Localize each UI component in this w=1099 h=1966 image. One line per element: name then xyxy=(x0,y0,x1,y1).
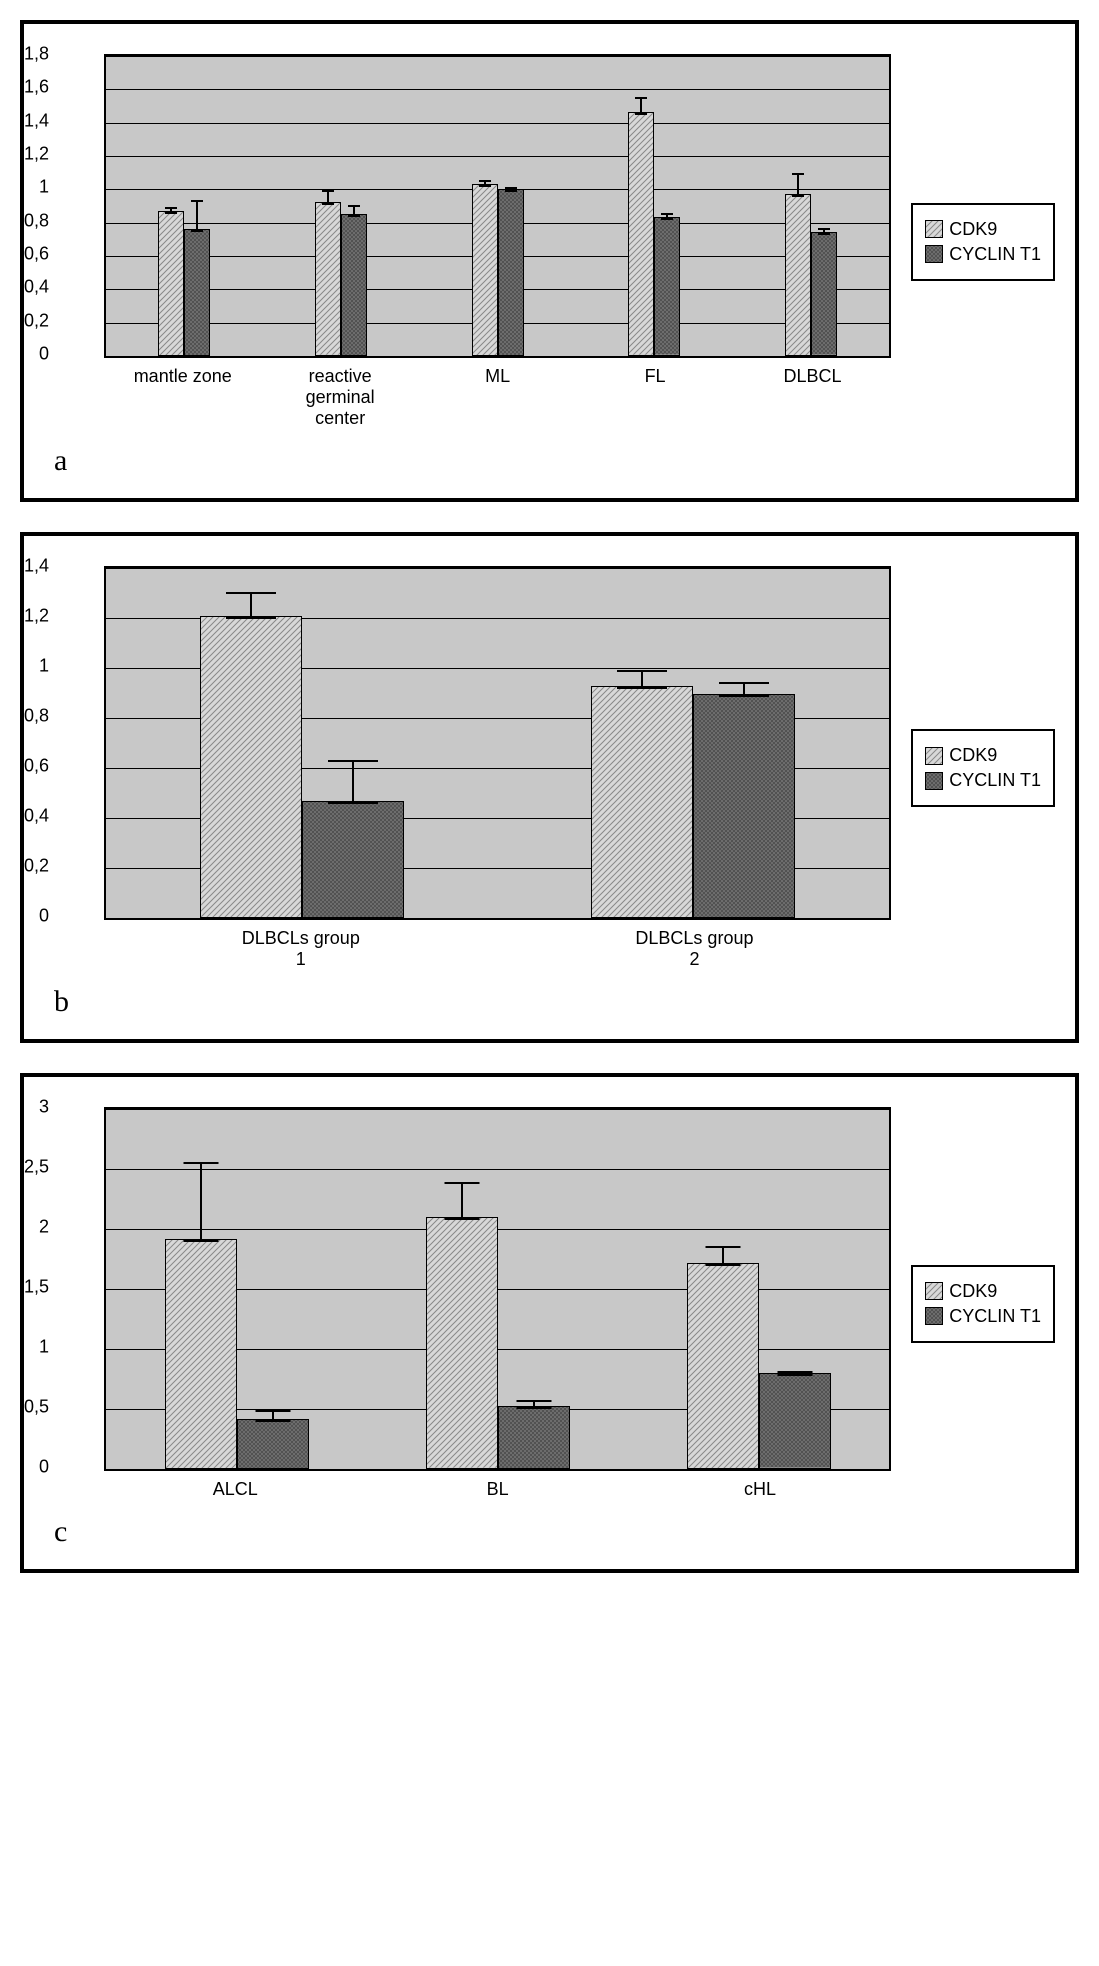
bar-CDK9 xyxy=(687,1263,759,1469)
bar-CYCLIN T1 xyxy=(498,189,524,356)
bar-group xyxy=(785,56,837,356)
legend-item: CDK9 xyxy=(925,1281,1041,1302)
panel-label: c xyxy=(54,1515,1055,1549)
chart-panel-a: 00,20,40,60,811,21,41,61,8mantle zonerea… xyxy=(20,20,1079,502)
legend-label: CYCLIN T1 xyxy=(949,770,1041,791)
legend-item: CDK9 xyxy=(925,745,1041,766)
bar-group xyxy=(158,56,210,356)
x-category-label: reactive germinal center xyxy=(280,366,400,429)
bar-CDK9 xyxy=(200,616,302,918)
y-tick-label: 0 xyxy=(4,1457,49,1478)
bar-group xyxy=(687,1109,831,1469)
plot-area xyxy=(104,54,891,358)
y-tick-label: 0,5 xyxy=(4,1397,49,1418)
chart-panel-c: 00,511,522,53ALCLBLcHLCDK9CYCLIN T1c xyxy=(20,1073,1079,1573)
y-tick-label: 0,4 xyxy=(4,806,49,827)
y-tick-label: 1,4 xyxy=(4,110,49,131)
y-tick-label: 1,2 xyxy=(4,144,49,165)
bar-group xyxy=(315,56,367,356)
bar-CYCLIN T1 xyxy=(693,694,795,919)
legend-label: CYCLIN T1 xyxy=(949,1306,1041,1327)
y-tick-label: 0 xyxy=(4,906,49,927)
chart-legend: CDK9 CYCLIN T1 xyxy=(911,729,1055,807)
bar-CYCLIN T1 xyxy=(237,1419,309,1469)
legend-label: CDK9 xyxy=(949,745,997,766)
y-tick-label: 0,2 xyxy=(4,310,49,331)
x-category-label: mantle zone xyxy=(123,366,243,429)
y-tick-label: 2 xyxy=(4,1217,49,1238)
bar-group xyxy=(472,56,524,356)
bar-CDK9 xyxy=(165,1239,237,1469)
x-category-label: DLBCL xyxy=(753,366,873,429)
bar-CYCLIN T1 xyxy=(654,217,680,356)
y-tick-label: 2,5 xyxy=(4,1157,49,1178)
y-tick-label: 1,2 xyxy=(4,606,49,627)
panel-label: a xyxy=(54,444,1055,478)
x-category-label: DLBCLs group 2 xyxy=(634,928,754,970)
bar-CYCLIN T1 xyxy=(184,229,210,356)
y-tick-label: 0,2 xyxy=(4,856,49,877)
legend-item: CDK9 xyxy=(925,219,1041,240)
bar-group xyxy=(591,568,795,918)
y-tick-label: 0 xyxy=(4,344,49,365)
y-tick-label: 0,4 xyxy=(4,277,49,298)
x-category-label: ML xyxy=(438,366,558,429)
bar-CYCLIN T1 xyxy=(759,1373,831,1469)
bar-CDK9 xyxy=(472,184,498,356)
y-tick-label: 1 xyxy=(4,656,49,677)
y-tick-label: 0,8 xyxy=(4,210,49,231)
x-category-label: cHL xyxy=(700,1479,820,1500)
bar-CYCLIN T1 xyxy=(302,801,404,918)
bar-CYCLIN T1 xyxy=(811,232,837,356)
y-tick-label: 1 xyxy=(4,177,49,198)
plot-area xyxy=(104,1107,891,1471)
x-category-label: DLBCLs group 1 xyxy=(241,928,361,970)
y-tick-label: 1 xyxy=(4,1337,49,1358)
y-tick-label: 1,5 xyxy=(4,1277,49,1298)
bar-CDK9 xyxy=(785,194,811,356)
y-tick-label: 0,8 xyxy=(4,706,49,727)
bar-CYCLIN T1 xyxy=(498,1406,570,1469)
bar-group xyxy=(628,56,680,356)
y-tick-label: 1,4 xyxy=(4,556,49,577)
legend-label: CDK9 xyxy=(949,1281,997,1302)
y-tick-label: 0,6 xyxy=(4,244,49,265)
bar-CDK9 xyxy=(591,686,693,918)
chart-panel-b: 00,20,40,60,811,21,4DLBCLs group 1DLBCLs… xyxy=(20,532,1079,1043)
bar-CDK9 xyxy=(426,1217,498,1469)
bar-CDK9 xyxy=(315,202,341,356)
y-tick-label: 0,6 xyxy=(4,756,49,777)
legend-label: CYCLIN T1 xyxy=(949,244,1041,265)
chart-legend: CDK9 CYCLIN T1 xyxy=(911,203,1055,281)
legend-item: CYCLIN T1 xyxy=(925,1306,1041,1327)
chart-legend: CDK9 CYCLIN T1 xyxy=(911,1265,1055,1343)
x-category-label: FL xyxy=(595,366,715,429)
y-tick-label: 3 xyxy=(4,1097,49,1118)
bar-group xyxy=(426,1109,570,1469)
bar-group xyxy=(165,1109,309,1469)
bar-CYCLIN T1 xyxy=(341,214,367,356)
legend-label: CDK9 xyxy=(949,219,997,240)
y-tick-label: 1,8 xyxy=(4,44,49,65)
plot-area xyxy=(104,566,891,920)
x-category-label: BL xyxy=(438,1479,558,1500)
x-category-label: ALCL xyxy=(175,1479,295,1500)
legend-item: CYCLIN T1 xyxy=(925,244,1041,265)
bar-CDK9 xyxy=(628,112,654,356)
legend-item: CYCLIN T1 xyxy=(925,770,1041,791)
bar-CDK9 xyxy=(158,211,184,356)
y-tick-label: 1,6 xyxy=(4,77,49,98)
bar-group xyxy=(200,568,404,918)
panel-label: b xyxy=(54,985,1055,1019)
